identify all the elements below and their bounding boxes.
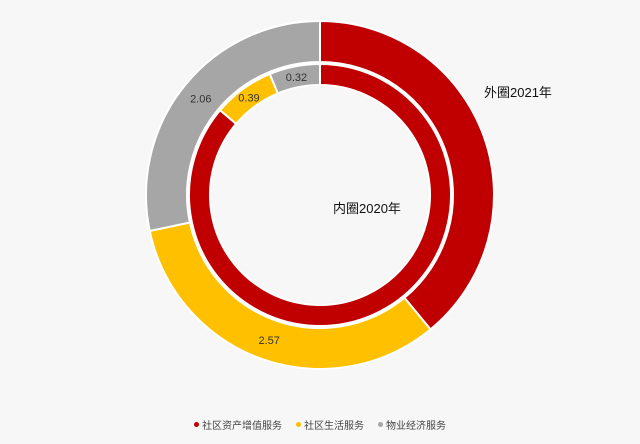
- legend: 社区资产增值服务 社区生活服务 物业经济服务: [0, 417, 640, 432]
- legend-marker: [296, 422, 301, 427]
- outer-segment-0: [319, 19, 495, 331]
- outer-segment-2: [145, 19, 321, 233]
- outer-data-label-1: 2.57: [258, 335, 279, 347]
- legend-label: 社区资产增值服务: [202, 421, 282, 432]
- legend-marker: [378, 422, 383, 427]
- outer-ring-title: 外圈2021年: [484, 85, 552, 100]
- data-labels: 2.57 2.06 0.39 0.32: [190, 72, 307, 347]
- outer-ring: [145, 19, 495, 370]
- legend-marker: [194, 422, 199, 427]
- inner-segment-2: [268, 62, 321, 95]
- legend-label: 社区生活服务: [304, 421, 364, 432]
- inner-ring: [188, 62, 452, 327]
- legend-item-asset[interactable]: 社区资产增值服务: [194, 417, 282, 432]
- legend-item-economy[interactable]: 物业经济服务: [378, 417, 446, 432]
- legend-item-life[interactable]: 社区生活服务: [296, 417, 364, 432]
- inner-ring-title: 内圈2020年: [333, 201, 401, 216]
- inner-data-label-2: 0.32: [286, 72, 307, 84]
- inner-data-label-1: 0.39: [238, 93, 259, 105]
- outer-data-label-2: 2.06: [190, 93, 211, 105]
- legend-label: 物业经济服务: [386, 421, 446, 432]
- inner-segment-0: [188, 62, 452, 327]
